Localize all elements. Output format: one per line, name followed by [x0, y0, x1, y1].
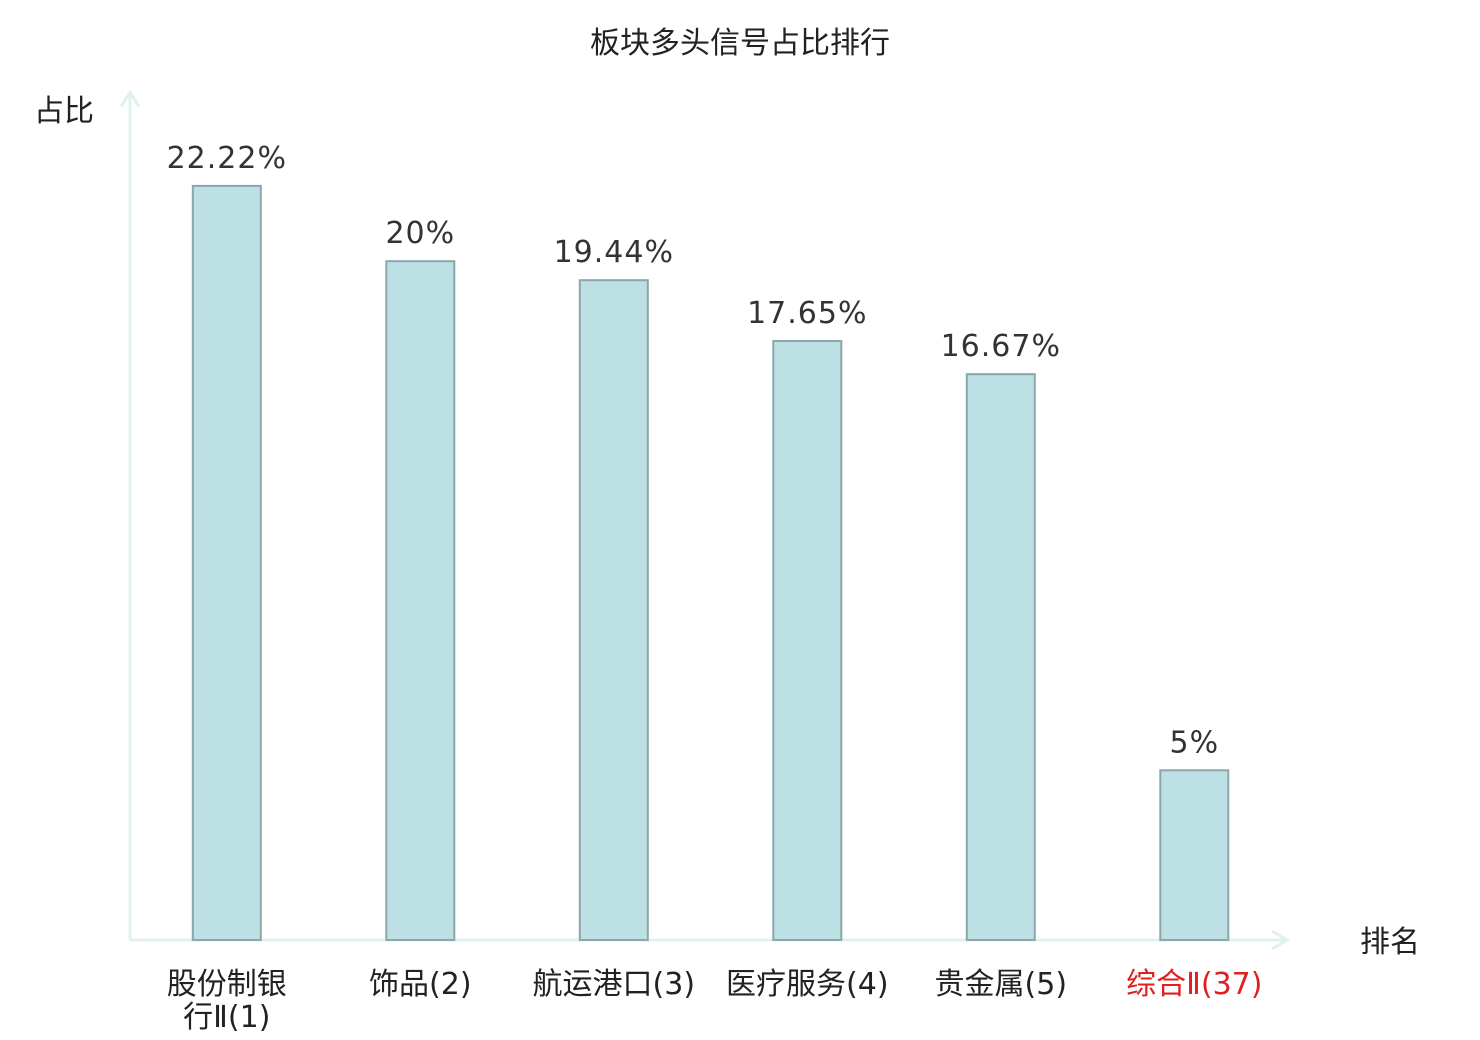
x-axis-label: 排名 [1360, 925, 1420, 960]
x-tick-label: 医疗服务(4) [726, 967, 889, 1002]
bar [772, 340, 843, 941]
bar [1159, 769, 1230, 941]
data-label: 5% [1170, 725, 1220, 760]
x-tick-label: 航运港口(3) [533, 967, 696, 1002]
chart-title: 板块多头信号占比排行 [590, 26, 890, 61]
y-axis-label: 占比 [34, 94, 94, 129]
value-labels-group: 22.22% 20% 19.44% 17.65% 16.67% 5% [167, 141, 1220, 760]
x-tick-label: 股份制银 [167, 967, 287, 1002]
bar [578, 279, 649, 941]
data-label: 19.44% [554, 235, 674, 270]
data-label: 20% [385, 216, 455, 251]
x-axis-arrow [1271, 929, 1290, 951]
bar [965, 373, 1036, 941]
x-tick-label: 饰品(2) [369, 967, 472, 1002]
data-label: 16.67% [941, 329, 1061, 364]
x-tick-label: 贵金属(5) [935, 967, 1068, 1002]
data-label: 17.65% [747, 296, 867, 331]
bar [191, 184, 262, 941]
x-tick-label: 综合Ⅱ(37) [1126, 967, 1262, 1002]
data-label: 22.22% [167, 141, 287, 176]
bar [385, 260, 456, 941]
x-tick-label: 行Ⅱ(1) [183, 1000, 270, 1035]
y-axis-arrow [119, 89, 141, 108]
bars-group [191, 184, 1230, 941]
